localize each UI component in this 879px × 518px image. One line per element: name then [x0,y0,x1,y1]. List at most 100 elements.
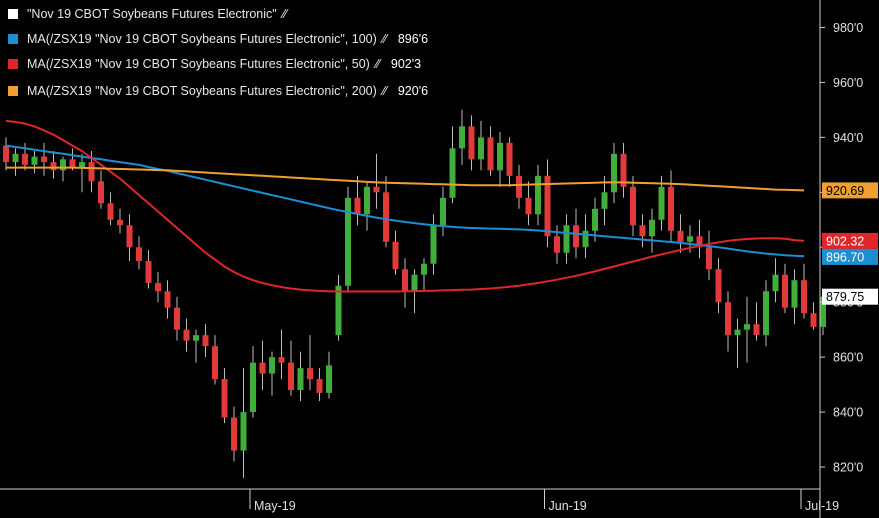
candle-body [155,282,161,292]
candle-body [544,175,551,237]
legend: "Nov 19 CBOT Soybeans Futures Electronic… [8,7,428,98]
y-tick-label: 860'0 [833,351,863,365]
candle-body [573,225,579,248]
moving-averages [5,119,805,293]
candle-body [50,162,57,171]
candle-body [468,126,475,160]
candle-body [335,285,342,336]
candle-body [69,159,76,168]
candle-body [696,236,703,248]
candle-body [563,225,570,253]
candle-body [715,269,722,303]
legend-ma200-label: MA(/ZSX19 "Nov 19 CBOT Soybeans Futures … [27,84,377,98]
legend-ma100-label: MA(/ZSX19 "Nov 19 CBOT Soybeans Futures … [27,32,377,46]
candle-body [430,225,437,264]
candle-body [639,225,646,237]
candle-body [658,186,665,220]
candle-body [791,280,798,308]
candle-body [31,156,38,165]
candle-body [288,362,294,391]
candle-body [183,329,190,341]
legend-swatch-ma100 [8,34,18,44]
candle-body [79,162,85,168]
ma50-price-badge [822,232,878,249]
ma-100-line [5,144,805,258]
candle-body [364,186,370,215]
candle-body [620,153,627,187]
candle-body [212,346,218,380]
candle-body [478,137,484,160]
candle-body [487,137,494,171]
candle-body [525,197,532,215]
candle-body [820,296,826,327]
candle-body [810,313,817,327]
candle-body [12,153,19,163]
candle-body [88,162,95,182]
candle-body [98,181,104,204]
legend-ma50-label: MA(/ZSX19 "Nov 19 CBOT Soybeans Futures … [27,57,370,71]
candle-body [297,368,304,391]
candle-body [801,280,807,314]
candle-body [60,159,66,171]
legend-edit-icon[interactable]: ⁄⁄ [280,7,289,21]
candle-body [231,417,237,451]
candle-body [601,192,608,209]
candle-body [316,379,323,393]
legend-edit-icon[interactable]: ⁄⁄ [380,32,389,46]
legend-price-label: "Nov 19 CBOT Soybeans Futures Electronic… [27,7,277,21]
candle-body [392,241,399,270]
candle-body [725,302,731,336]
candle-body [668,186,674,231]
candle-body [630,186,636,226]
legend-edit-icon[interactable]: ⁄⁄ [373,57,382,71]
candle-body [582,230,589,248]
legend-ma200-value: 920'6 [398,84,428,98]
candle-body [345,197,351,286]
last-price-badge [822,288,878,305]
candle-body [354,197,361,215]
ma100-price-badge [822,248,878,265]
candle-body [278,357,285,363]
candle-body [459,126,465,149]
candle-body [383,192,389,242]
y-tick-label: 940'0 [833,131,863,145]
x-tick-label: Jun-19 [549,499,587,513]
candle-body [3,145,9,163]
candle-body [772,274,779,292]
candle-body [240,412,247,451]
candle-body [734,329,741,336]
candle-body [506,142,513,176]
candle-body [117,219,123,226]
last-price-badge-label: 879.75 [826,290,864,304]
candle-wicks [5,109,824,479]
ma100-price-badge-label: 896.70 [826,250,864,264]
ma200-price-badge-label: 920.69 [826,184,864,198]
candle-body [136,247,142,261]
candle-body [326,365,332,393]
candle-body [763,291,769,336]
candle-body [535,175,541,215]
legend-swatch-price [8,9,18,19]
candle-body [706,247,712,270]
candle-body [259,362,266,374]
candle-body [592,208,598,231]
x-tick-label: Jul-19 [805,499,839,513]
candle-body [744,324,750,330]
ma-50-line [5,119,805,293]
legend-ma100-value: 896'6 [398,32,428,46]
candle-body [107,203,114,220]
candle-body [307,368,313,380]
ma50-price-badge-label: 902.32 [826,234,864,248]
legend-edit-icon[interactable]: ⁄⁄ [380,84,389,98]
candle-body [269,357,275,374]
candle-body [402,269,408,292]
ma-200-line [6,166,805,192]
y-tick-label: 960'0 [833,76,863,90]
candle-body [174,307,180,330]
y-tick-label: 840'0 [833,406,863,420]
legend-swatch-ma200 [8,86,18,96]
candle-bodies [3,126,826,451]
candle-body [126,225,133,248]
